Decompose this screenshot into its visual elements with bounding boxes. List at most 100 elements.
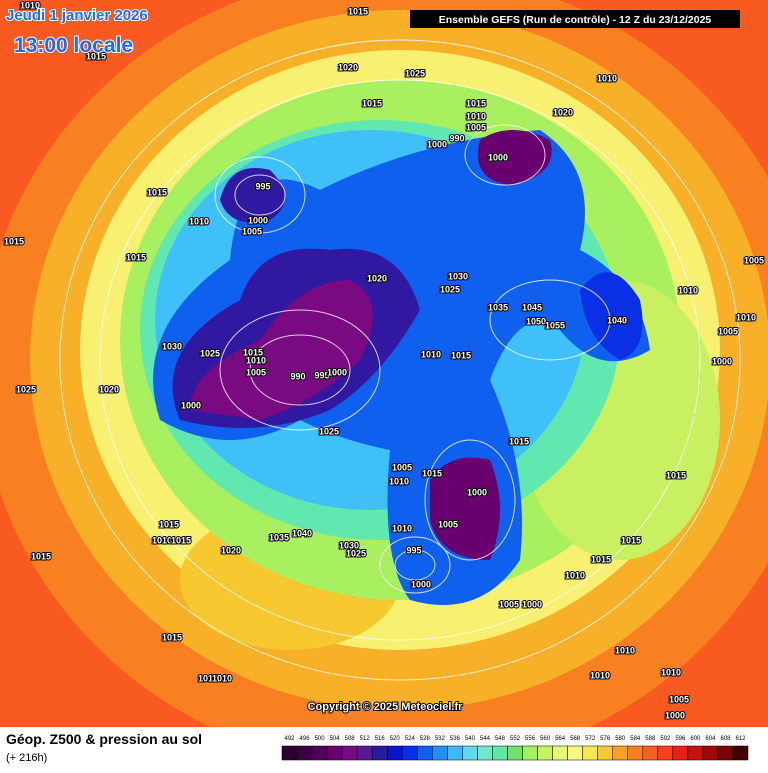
isobar-label: 1005: [246, 367, 266, 377]
scale-label: 544: [480, 736, 491, 742]
scale-swatch: [462, 745, 478, 761]
isobar-label: 1000: [181, 400, 201, 410]
scale-label: 536: [450, 736, 461, 742]
isobar-label: 1015: [451, 350, 471, 360]
isobar-label: 1015: [621, 535, 641, 545]
isobar-label: 1030: [339, 540, 359, 550]
isobar-label: 1000: [467, 487, 487, 497]
isobar-label: 1010: [678, 285, 698, 295]
color-scale: 492 496 500 504 508 512 516 520 524 528 532 536 540 5…: [281, 736, 749, 761]
isobar-label: 1015: [147, 187, 167, 197]
isobar-label: 1025: [346, 548, 366, 558]
scale-swatch: [537, 745, 553, 761]
isobar-label: 1005: [718, 326, 738, 336]
isobar-label: 1010: [389, 476, 409, 486]
scale-swatch: [281, 745, 298, 761]
isobar-label: 1010: [20, 0, 40, 10]
scale-swatch: [657, 745, 674, 761]
scale-label: 568: [570, 736, 581, 742]
isobar-label: 1005: [438, 519, 458, 529]
scale-label: 588: [645, 736, 656, 742]
scale-swatch: [582, 745, 598, 761]
lead-time: (+ 216h): [6, 752, 47, 764]
scale-swatch: [702, 745, 719, 761]
isobar-label: 1015: [591, 554, 611, 564]
scale-label: 564: [555, 736, 566, 742]
scale-swatch: [371, 745, 388, 761]
isobar-label: 1025: [405, 68, 425, 78]
scale-label: 612: [735, 736, 746, 742]
copyright: Copyright © 2025 Meteociel.fr: [308, 701, 464, 713]
time: 13:00 locale: [14, 34, 133, 57]
isobar-label: 1010: [590, 670, 610, 680]
isobar-label: 1015: [422, 468, 442, 478]
scale-swatch: [627, 745, 644, 761]
scale-label: 492: [285, 736, 296, 742]
isobar-label: 1015: [31, 551, 51, 561]
isobar-label: 1025: [440, 284, 460, 294]
scale-swatch: [341, 745, 358, 761]
isobar-label: 1000: [712, 356, 732, 366]
isobar-label: 1035: [269, 532, 289, 542]
isobar-label: 1010: [392, 523, 412, 533]
isobar-label: 995: [255, 181, 270, 191]
run-box: [410, 10, 740, 28]
isobar-label: 1000: [488, 152, 508, 162]
scale-swatch: [597, 745, 613, 761]
isobar-label: 1000: [327, 367, 347, 377]
scale-swatch: [417, 745, 433, 761]
scale-label: 524: [405, 736, 416, 742]
scale-swatch: [612, 745, 628, 761]
isobar-label: 1025: [319, 426, 339, 436]
isobar-label: 1010: [597, 73, 617, 83]
isobar-label: 1010: [198, 673, 218, 683]
scale-label: 516: [375, 736, 386, 742]
isobar-label: 1015: [243, 347, 263, 357]
isobar-label: 990: [290, 371, 305, 381]
scale-swatch: [447, 745, 463, 761]
scale-label: 500: [315, 736, 326, 742]
isobar-label: 1030: [448, 271, 468, 281]
isobar-label: 1010: [152, 535, 172, 545]
isobar-label: 1025: [200, 348, 220, 358]
isobar-label: 990: [449, 133, 464, 143]
scale-label: 596: [675, 736, 686, 742]
isobar-label: 1035: [488, 302, 508, 312]
isobar-label: 1030: [162, 341, 182, 351]
isobar-label: 995: [314, 370, 329, 380]
isobar-label: 1020: [367, 273, 387, 283]
scale-swatch: [687, 745, 704, 761]
scale-swatch: [477, 745, 493, 761]
isobar-label: 1045: [522, 302, 542, 312]
scale-label: 552: [510, 736, 521, 742]
isobar-label: 1015: [126, 252, 146, 262]
scale-label: 560: [540, 736, 551, 742]
scale-label: 540: [465, 736, 476, 742]
isobar-label: 1000: [427, 139, 447, 149]
scale-swatch: [492, 745, 508, 761]
scale-label: 528: [420, 736, 431, 742]
scale-swatch: [296, 745, 313, 761]
isobar-label: 1010: [189, 216, 209, 226]
scale-label: 580: [615, 736, 626, 742]
scale-label: 556: [525, 736, 536, 742]
scale-label: 572: [585, 736, 596, 742]
isobar-label: 1000: [248, 215, 268, 225]
isobar-label: 1040: [607, 315, 627, 325]
footer-title: Géop. Z500 & pression au sol: [6, 731, 202, 747]
scale-swatch: [356, 745, 373, 761]
scale-label: 604: [705, 736, 716, 742]
scale-label: 508: [345, 736, 356, 742]
scale-label: 576: [600, 736, 611, 742]
scale-label: 584: [630, 736, 641, 742]
isobar-label: 1020: [338, 62, 358, 72]
isobar-labels: 1010 1015 1015 1020 1025 1010 1015 1015 1010 1005…: [3, 0, 765, 721]
scale-swatch: [432, 745, 448, 761]
isobar-label: 1015: [466, 98, 486, 108]
scale-swatch: [552, 745, 568, 761]
isobar-label: 1015: [159, 519, 179, 529]
isobar-label: 1015: [348, 6, 368, 16]
